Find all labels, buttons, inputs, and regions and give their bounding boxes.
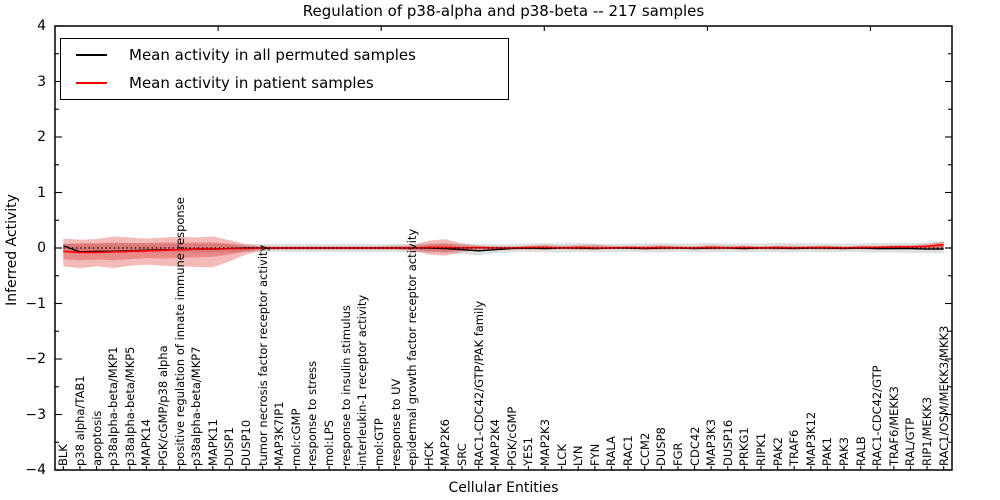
x-tick-label: TRAF6/MEKK3	[886, 386, 901, 466]
legend-item-label: Mean activity in all permuted samples	[129, 45, 416, 64]
y-tick-label: 4	[37, 18, 46, 34]
legend-line-black	[76, 53, 107, 56]
confidence-band-2	[63, 242, 944, 261]
x-tick-label: PAK2	[770, 437, 785, 466]
x-tick-label: DUSP8	[654, 427, 669, 466]
x-tick-label: FYN	[587, 443, 602, 466]
x-tick-label: RAC1-CDC42/GTP	[870, 365, 885, 466]
x-tick-label: BLK	[56, 444, 71, 466]
x-tick-label: mol:LPS	[322, 420, 337, 466]
legend-line-red	[76, 82, 107, 85]
x-tick-label: YES1	[521, 437, 536, 466]
y-tick-label: 1	[37, 184, 46, 201]
x-tick-label: RALA	[604, 436, 619, 466]
x-tick-label: PAK3	[837, 437, 852, 466]
x-tick-label: PGK/cGMP/p38 alpha	[155, 345, 170, 466]
x-tick-label: MAP2K3	[538, 419, 553, 466]
x-tick-label: p38alpha-beta/MKP1	[106, 346, 121, 466]
legend-item: Mean activity in all permuted samples	[61, 42, 508, 68]
x-tick-label: DUSP1	[222, 427, 237, 466]
x-tick-label: epidermal growth factor receptor activit…	[405, 228, 420, 466]
x-tick-label: RAC1	[621, 435, 636, 466]
x-tick-label: LYN	[571, 445, 586, 466]
x-axis-label: Cellular Entities	[448, 480, 559, 496]
x-tick-label: RAC1-CDC42/GTP/PAK family	[471, 300, 486, 466]
x-tick-label: apoptosis	[89, 410, 104, 466]
x-tick-label: FGR	[670, 442, 685, 466]
y-tick-label: −4	[25, 462, 46, 478]
x-tick-label: PAK1	[820, 437, 835, 466]
x-tick-label: MAPK11	[205, 419, 220, 466]
x-tick-label: MAP3K3	[704, 419, 719, 466]
x-tick-label: MAP2K4	[488, 419, 503, 466]
x-tick-label: PRKG1	[737, 427, 752, 466]
x-tick-label: RALB	[853, 436, 868, 466]
chart-title: Regulation of p38-alpha and p38-beta -- …	[302, 2, 705, 20]
x-tick-label: SRC	[454, 443, 469, 466]
x-tick-label: MAP3K12	[803, 411, 818, 466]
x-tick-label: response to stress	[305, 360, 320, 466]
y-tick-label: −3	[25, 406, 46, 423]
y-tick-label: 2	[37, 129, 46, 145]
x-tick-label: CCM2	[637, 432, 652, 466]
x-tick-label: tumor necrosis factor receptor activity	[255, 244, 270, 466]
series-line-1	[63, 243, 944, 254]
x-tick-label: MAPK14	[139, 419, 154, 466]
legend: Mean activity in all permuted samples Me…	[60, 38, 509, 100]
x-tick-label: DUSP10	[239, 419, 254, 466]
x-tick-label: MAP2K6	[438, 419, 453, 466]
x-tick-label: p38 alpha/TAB1	[72, 375, 87, 466]
x-tick-label: PGK/cGMP	[504, 406, 519, 466]
x-tick-label: RAL/GTP	[903, 417, 918, 466]
x-tick-label: positive regulation of innate immune res…	[172, 197, 187, 466]
legend-item: Mean activity in patient samples	[61, 70, 508, 96]
x-tick-label: RAC1/OSM/MEKK3/MKK3	[936, 325, 951, 466]
x-tick-label: RIPK1	[753, 432, 768, 466]
y-tick-label: 3	[37, 73, 46, 90]
x-tick-label: p38alpha-beta/MKP7	[189, 346, 204, 466]
x-tick-label: LCK	[554, 444, 569, 466]
x-tick-label: HCK	[421, 441, 436, 466]
y-tick-label: −2	[25, 351, 46, 367]
x-tick-label: TRAF6	[787, 429, 802, 466]
x-tick-label: CDC42	[687, 426, 702, 466]
x-tick-label: mol:GTP	[371, 418, 386, 466]
x-tick-label: response to UV	[388, 378, 403, 466]
x-tick-label: MAP3K7IP1	[272, 401, 287, 466]
legend-item-label: Mean activity in patient samples	[129, 74, 374, 93]
x-tick-label: RIP1/MEKK3	[920, 396, 935, 466]
x-tick-label: response to insulin stimulus	[338, 305, 353, 466]
x-tick-label: p38alpha-beta/MKP5	[122, 346, 137, 466]
x-tick-label: mol:cGMP	[288, 408, 303, 466]
y-tick-label: 0	[37, 240, 46, 256]
x-tick-label: interleukin-1 receptor activity	[355, 294, 370, 466]
confidence-band-1	[63, 236, 944, 268]
x-tick-label: DUSP16	[720, 419, 735, 466]
y-tick-label: −1	[25, 295, 46, 312]
